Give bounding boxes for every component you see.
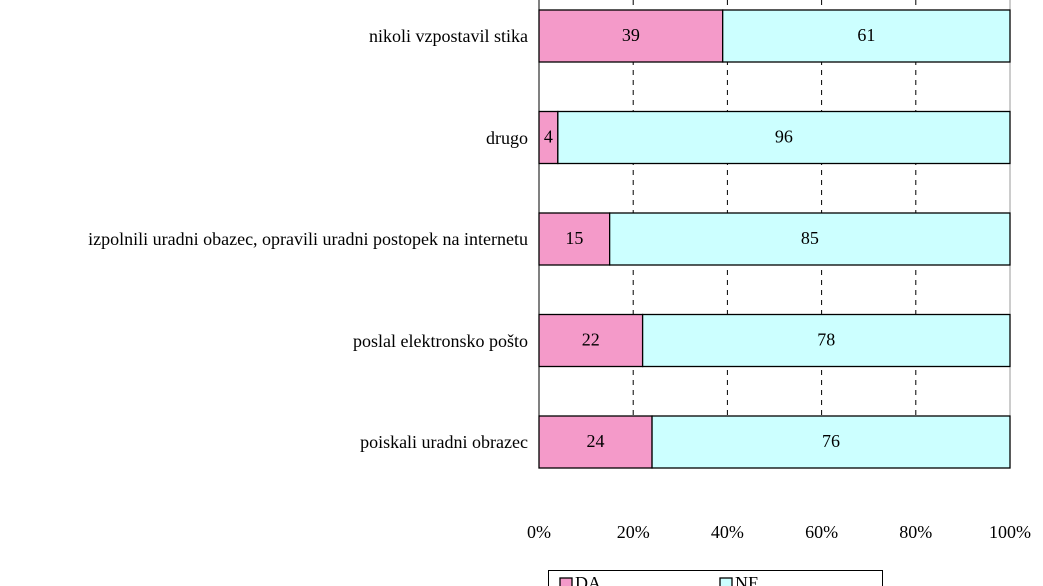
category-text: drugo xyxy=(486,127,528,148)
y-tick-label: izpolnili uradni obazec, opravili uradni… xyxy=(0,228,528,250)
bar-segment xyxy=(651,415,1011,469)
legend-box xyxy=(548,570,883,586)
x-tick-label: 100% xyxy=(989,522,1031,542)
y-tick-label: nikoli vzpostavil stika xyxy=(0,25,528,47)
y-tick-label: drugo xyxy=(0,127,528,149)
legend-swatch xyxy=(559,577,573,586)
category-text: izpolnili uradni obazec, opravili uradni… xyxy=(88,229,528,249)
x-tick-label: 80% xyxy=(899,522,932,542)
x-tick-label: 0% xyxy=(527,522,551,542)
data-label: 76 xyxy=(822,431,840,451)
data-label: 4 xyxy=(544,127,553,147)
category-text: nikoli vzpostavil stika xyxy=(369,26,528,46)
y-tick-label: poslal elektronsko pošto xyxy=(0,330,528,352)
bar-segment xyxy=(609,212,1011,266)
y-tick-label: poiskali uradni obrazec xyxy=(0,431,528,453)
category-text: poiskali uradni obrazec xyxy=(360,432,528,452)
data-label: 85 xyxy=(801,228,819,248)
bar-segment xyxy=(722,9,1011,63)
data-label: 22 xyxy=(582,330,600,350)
x-tick-label: 20% xyxy=(617,522,650,542)
legend-label: NE xyxy=(735,573,759,586)
category-text: poslal elektronsko pošto xyxy=(353,330,528,351)
legend-label: DA xyxy=(575,573,601,586)
x-tick-label: 60% xyxy=(805,522,838,542)
data-label: 96 xyxy=(775,127,793,147)
bar-segment xyxy=(641,313,1011,368)
bar-segment xyxy=(557,110,1011,165)
legend-swatch xyxy=(719,577,733,586)
data-label: 24 xyxy=(587,431,605,451)
bar-segment xyxy=(538,9,724,63)
bar-segment xyxy=(538,415,653,469)
x-tick-label: 40% xyxy=(711,522,744,542)
data-label: 15 xyxy=(565,228,583,248)
data-label: 61 xyxy=(857,25,875,45)
data-label: 78 xyxy=(817,330,835,350)
bar-segment xyxy=(538,313,644,368)
data-label: 39 xyxy=(622,25,640,45)
bar-segment xyxy=(538,212,611,266)
